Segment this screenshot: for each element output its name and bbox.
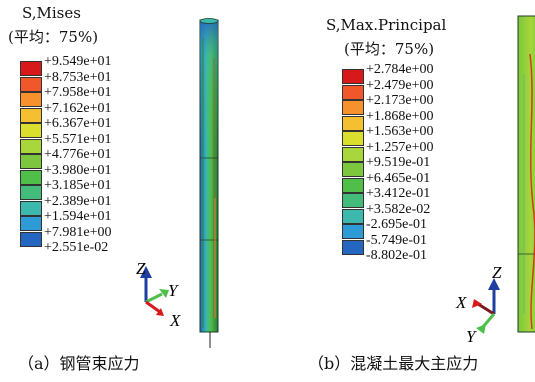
legend-value: +6.367e+01 — [44, 116, 112, 131]
legend-swatch — [342, 69, 364, 84]
legend-swatch — [342, 146, 364, 162]
axis-triad: Z Y X — [136, 259, 181, 330]
legend-value: +8.753e+01 — [44, 69, 112, 85]
legend-swatch — [342, 177, 364, 193]
averaging-label: (平均：75%) — [8, 28, 99, 46]
legend-swatch — [20, 123, 42, 138]
legend-value: +3.980e+01 — [44, 162, 112, 178]
legend-value: +5.571e+01 — [44, 131, 112, 147]
legend-swatch — [20, 61, 42, 76]
panel-concrete-principal-stress: S,Max.Principal (平均：75%) +2.784e+00 +2.47… — [268, 0, 535, 382]
legend-swatch — [20, 76, 42, 92]
axis-label-z: Z — [492, 266, 502, 282]
legend-value: +6.465e-01 — [366, 170, 431, 186]
legend-swatch — [20, 169, 42, 185]
legend-swatch — [20, 154, 42, 169]
legend-value: +3.582e-02 — [366, 201, 431, 217]
axis-label-z: Z — [136, 259, 146, 278]
axis-label-x: X — [169, 311, 181, 330]
legend-value: +9.519e-01 — [366, 155, 431, 170]
legend-value: +2.551e-02 — [44, 240, 109, 255]
axis-label-y: Y — [168, 281, 179, 300]
legend-swatch — [342, 162, 364, 177]
legend-swatch — [342, 193, 364, 208]
legend-value: +1.868e+00 — [366, 108, 434, 124]
legend-value: +4.776e+01 — [44, 147, 112, 162]
legend-swatch — [20, 231, 42, 247]
legend-value: +9.549e+01 — [44, 54, 112, 69]
legend-swatch — [342, 84, 364, 100]
legend-swatch — [342, 208, 364, 224]
legend-value: +2.784e+00 — [366, 62, 434, 77]
averaging-label: (平均：75%) — [344, 40, 435, 58]
legend-swatch — [20, 185, 42, 200]
legend-value: +2.479e+00 — [366, 77, 434, 93]
legend-value: +7.958e+01 — [44, 85, 112, 100]
legend-swatch — [20, 92, 42, 107]
legend-value: +3.412e-01 — [366, 186, 431, 201]
caption: （a）钢管束应力 — [18, 354, 140, 373]
axis-label-y: Y — [466, 327, 477, 346]
legend-swatch — [20, 138, 42, 154]
legend-swatch — [20, 107, 42, 123]
legend-value: +1.563e+00 — [366, 124, 434, 139]
legend-value: +2.389e+01 — [44, 193, 112, 209]
legend-swatch — [342, 239, 364, 255]
legend-value: +2.173e+00 — [366, 93, 434, 108]
legend-swatch — [342, 115, 364, 131]
concrete-core-model — [517, 15, 535, 333]
legend-value: -2.695e-01 — [366, 217, 428, 232]
caption: （b）混凝土最大主应力 — [308, 354, 479, 373]
legend-swatch — [342, 131, 364, 146]
legend-value: -8.802e-01 — [366, 248, 428, 263]
legend-swatch — [20, 216, 42, 231]
variable-name: S,Max.Principal — [326, 16, 447, 34]
legend-value: -5.749e-01 — [366, 232, 428, 248]
axis-label-x: X — [455, 293, 467, 312]
axis-triad: Z X Y — [455, 266, 502, 346]
legend-swatch — [342, 100, 364, 115]
legend-swatch — [342, 224, 364, 239]
panel-steel-tube-stress: S,Mises (平均：75%) +9.549e+01 +8.753e+01 +7.… — [8, 4, 219, 373]
steel-tube-model — [199, 18, 219, 348]
legend-value: +1.257e+00 — [366, 139, 434, 155]
legend-value: +1.594e+01 — [44, 209, 112, 224]
legend-value: +7.981e+00 — [44, 224, 112, 240]
variable-name: S,Mises — [22, 4, 81, 22]
legend-value: +7.162e+01 — [44, 100, 112, 116]
legend-swatch — [20, 200, 42, 216]
legend-value: +3.185e+01 — [44, 178, 112, 193]
